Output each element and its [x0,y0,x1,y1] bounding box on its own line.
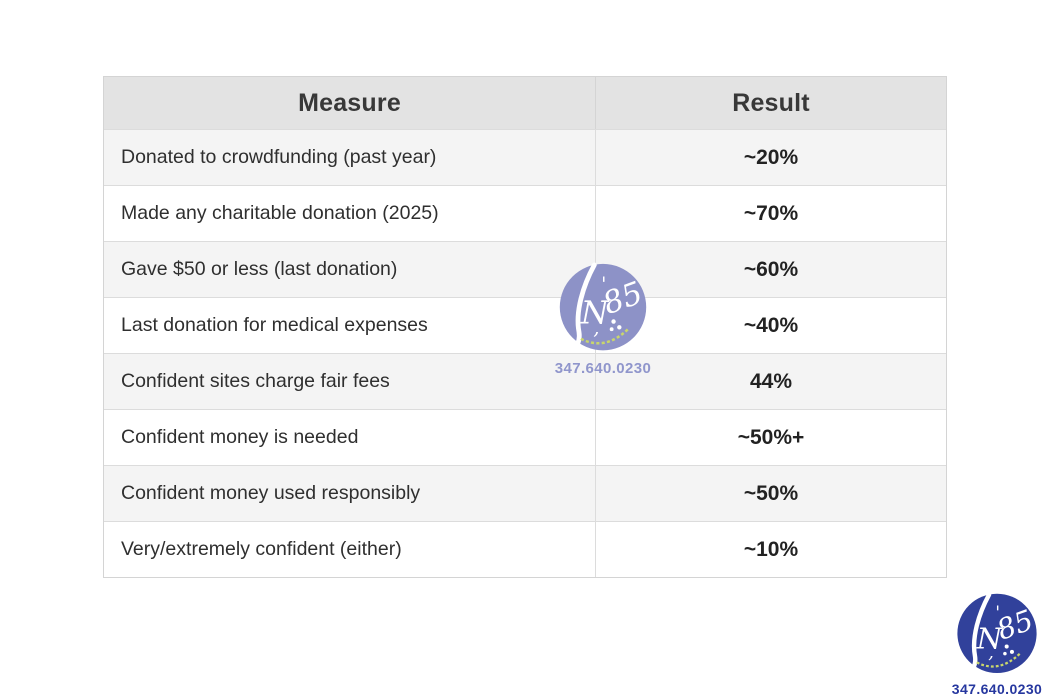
table-row-6: Confident money is needed ~50%+ [104,409,946,465]
result-cell: ~50% [595,466,946,521]
survey-results-table: Measure Result Donated to crowdfunding (… [103,76,947,578]
measure-cell: Last donation for medical expenses [121,314,428,336]
logo-apostrophe: ' [601,273,606,296]
table-row-5: Confident sites charge fair fees 44% [104,353,946,409]
measure-cell: Confident sites charge fair fees [121,370,390,392]
measure-cell: Confident money used responsibly [121,482,421,504]
table-row-2: Made any charitable donation (2025) ~70% [104,185,946,241]
logo-dot [1003,651,1007,656]
column-header-measure: Measure [298,88,401,117]
logo-flourish [565,262,597,351]
measure-cell: Donated to crowdfunding (past year) [121,146,437,168]
table-row-4: Last donation for medical expenses ~40% [104,297,946,353]
company-logo-icon: N , ' 85 [559,262,647,351]
logo-dot [609,327,614,332]
result-cell: 44% [595,354,946,409]
measure-cell: Gave $50 or less (last donation) [121,258,398,280]
logo-dot [1004,644,1009,649]
table-row-7: Confident money used responsibly ~50% [104,465,946,521]
company-logo-icon: N , ' 85 [957,592,1038,674]
table-row-8: Very/extremely confident (either) ~10% [104,521,946,577]
measure-cell: Very/extremely confident (either) [121,538,402,560]
logo-circle [559,263,647,351]
logo-tagline-arc [580,328,629,345]
watermark-phone-number: 347.640.0230 [554,360,652,377]
watermark-center: N , ' 85 347.640.0230 [547,262,659,376]
logo-flourish [962,592,992,674]
logo-tagline-arc [976,652,1021,668]
measure-cell: Made any charitable donation (2025) [121,202,439,224]
logo-dot [1009,649,1014,654]
logo-dot [617,325,622,330]
logo-letter: N [976,621,1004,655]
logo-phone-number: 347.640.0230 [951,681,1043,697]
logo-letter: N [580,295,610,331]
result-cell: ~50%+ [595,410,946,465]
logo-comma: , [988,643,994,663]
logo-dot [611,319,616,324]
result-cell: ~70% [595,186,946,241]
column-header-result: Result [595,77,946,129]
logo-circle [957,593,1037,673]
logo-comma: , [593,316,599,339]
logo-bottom-right: N , ' 85 347.640.0230 [943,592,1050,696]
result-cell: ~20% [595,130,946,185]
measure-cell: Confident money is needed [121,426,359,448]
logo-apostrophe: ' [995,603,1000,623]
table-row-3: Gave $50 or less (last donation) ~60% [104,241,946,297]
result-cell: ~10% [595,522,946,577]
table-row-1: Donated to crowdfunding (past year) ~20% [104,129,946,185]
table-header-row: Measure Result [104,77,946,129]
